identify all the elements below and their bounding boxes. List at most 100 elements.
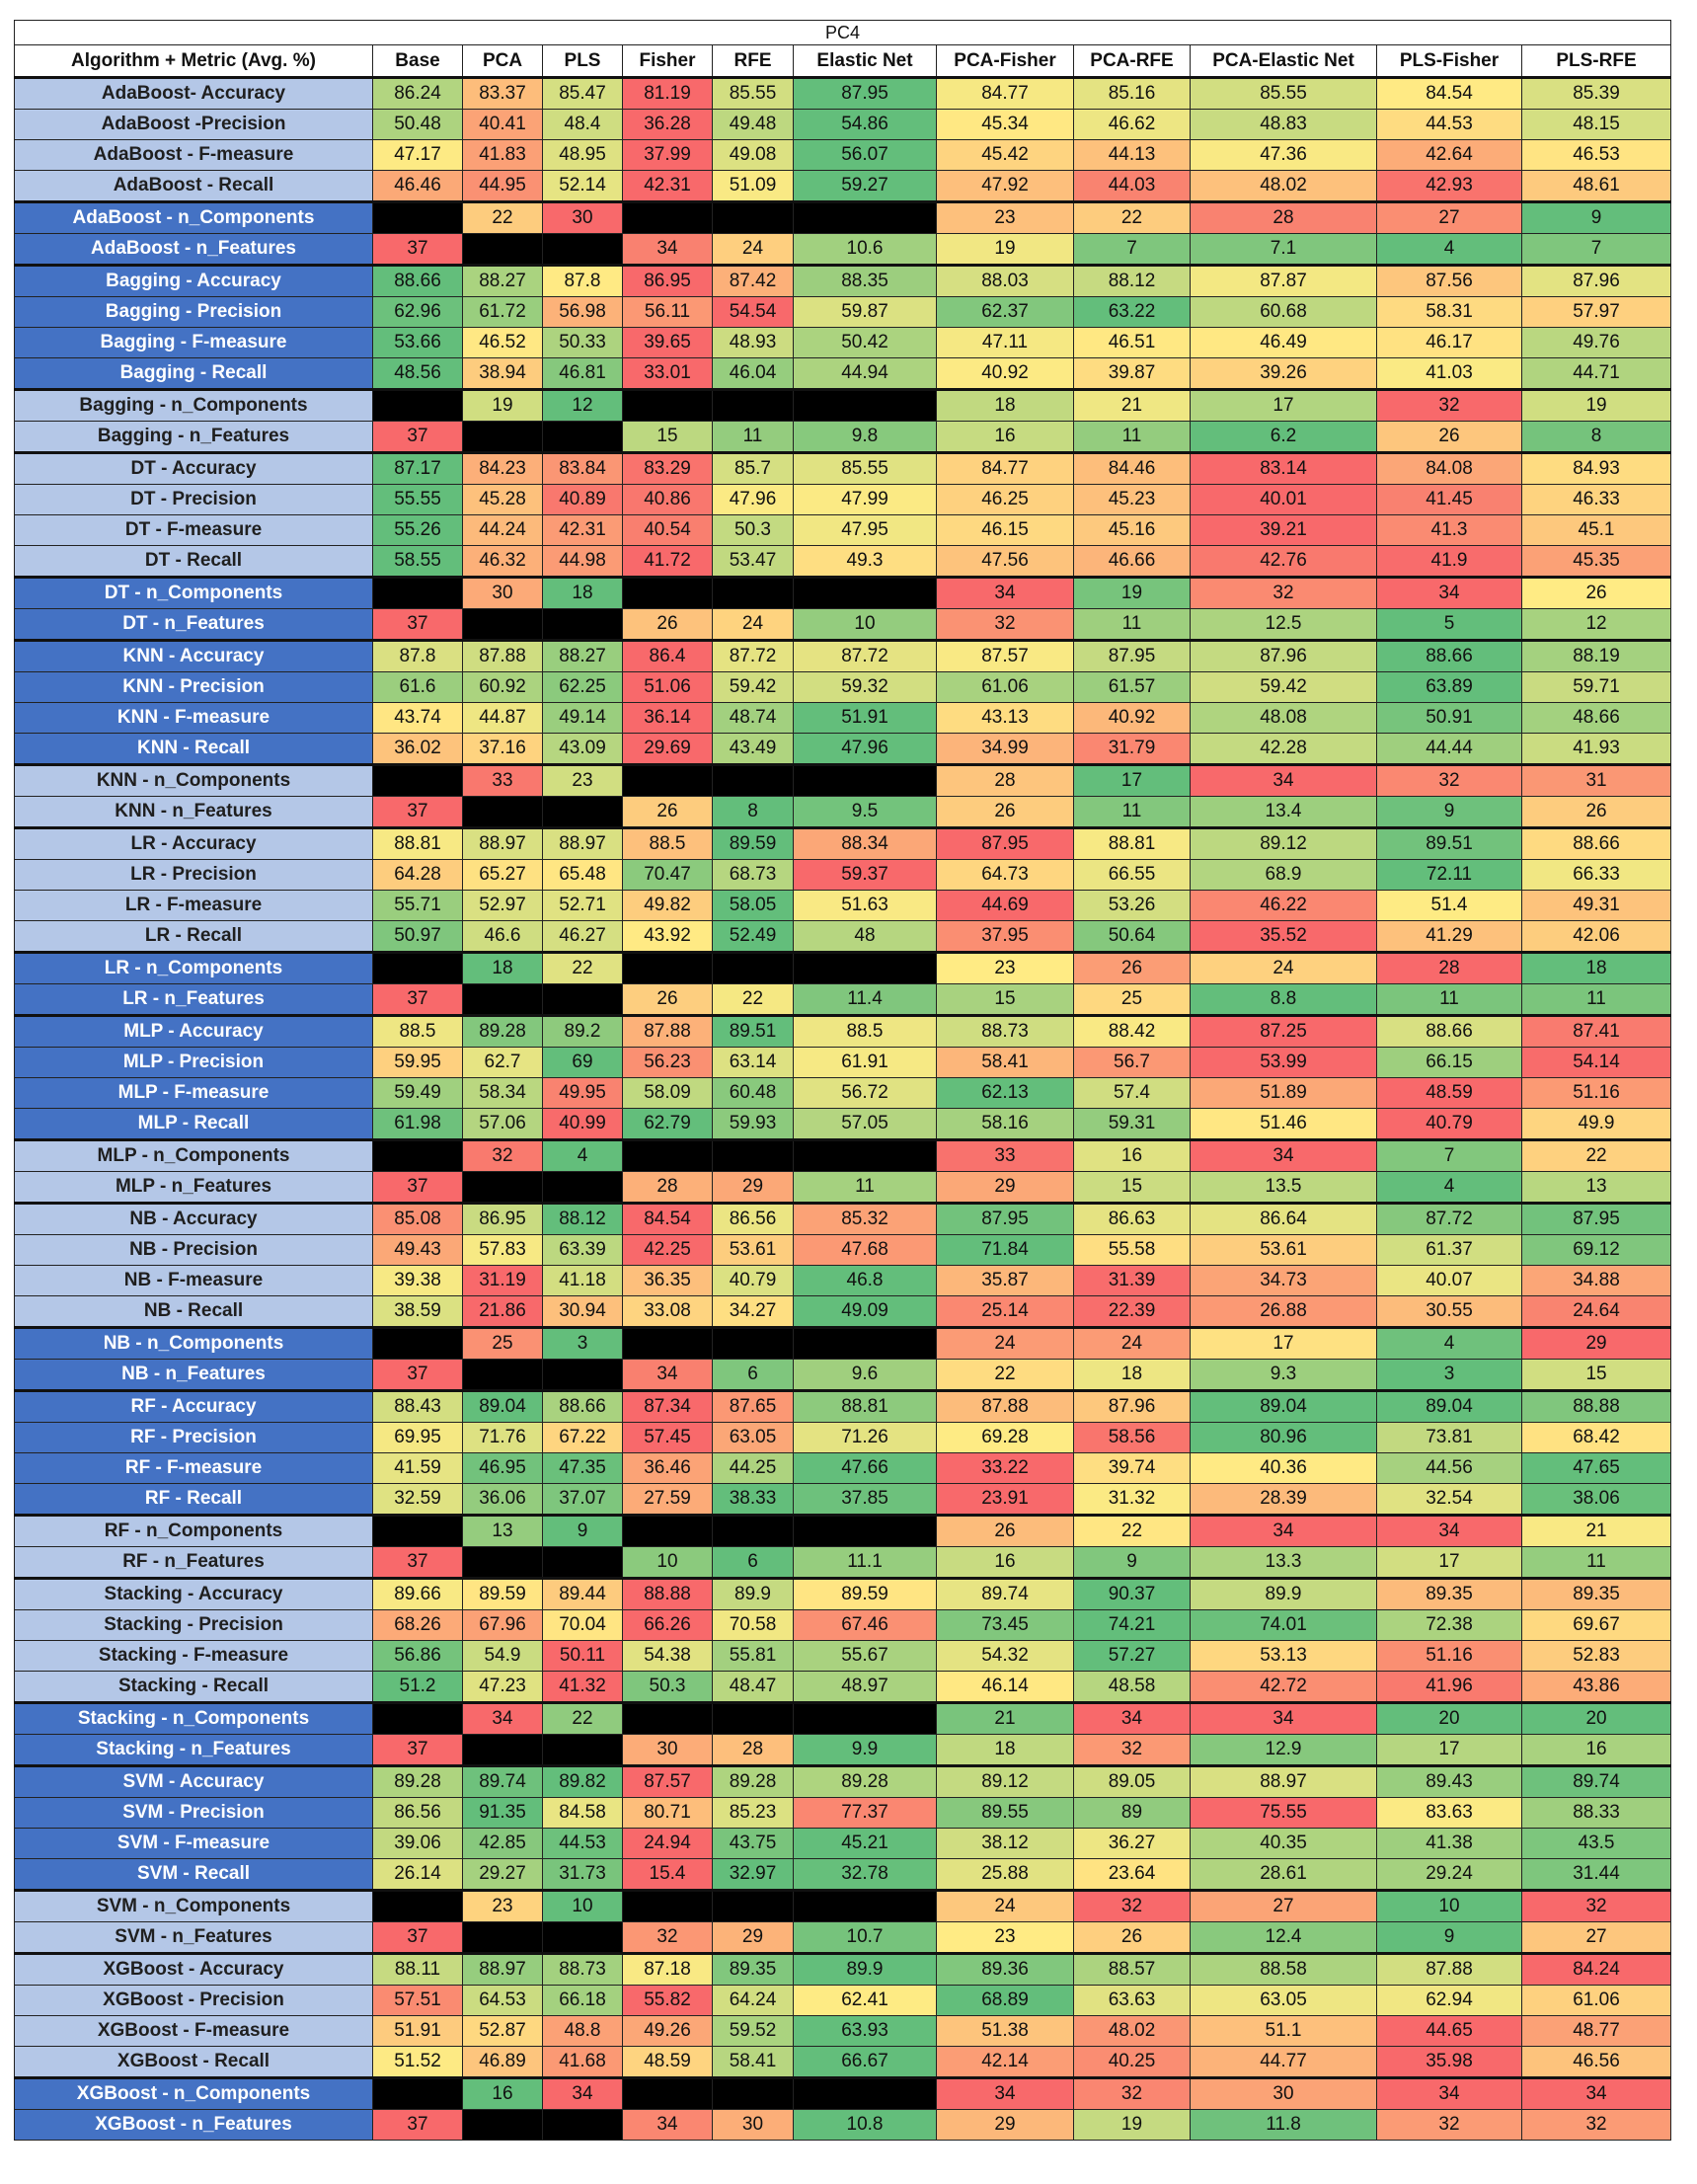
data-cell: 36.28 xyxy=(622,109,713,140)
data-cell: 62.25 xyxy=(542,671,623,703)
data-cell: 23 xyxy=(936,951,1074,984)
data-cell: 9 xyxy=(1376,1921,1522,1954)
data-cell: 23 xyxy=(542,763,623,797)
table-row: KNN - n_Features 37 26 8 9.5 26 11 13.4 9 26 xyxy=(14,796,1672,828)
data-cell: 46.89 xyxy=(462,2046,543,2078)
data-cell: 48.74 xyxy=(712,702,794,734)
data-cell: 65.27 xyxy=(462,859,543,891)
row-label: NB - n_Components xyxy=(14,1326,373,1360)
data-cell: 89.82 xyxy=(542,1764,623,1798)
data-cell: 40.86 xyxy=(622,484,713,515)
data-cell: 33.08 xyxy=(622,1295,713,1328)
data-cell: 55.67 xyxy=(793,1640,937,1672)
data-cell: 44.69 xyxy=(936,890,1074,921)
data-cell: 41.72 xyxy=(622,545,713,578)
data-cell: 39.26 xyxy=(1190,357,1377,390)
data-cell: 44.77 xyxy=(1190,2046,1377,2078)
data-cell: 68.73 xyxy=(712,859,794,891)
data-cell: 21 xyxy=(1520,1514,1672,1547)
row-label: KNN - n_Components xyxy=(14,763,373,797)
data-cell: 70.58 xyxy=(712,1609,794,1641)
data-cell: 49.9 xyxy=(1520,1108,1672,1140)
data-cell: 64.24 xyxy=(712,1985,794,2016)
data-cell: 45.23 xyxy=(1073,484,1191,515)
data-cell: 54.14 xyxy=(1520,1047,1672,1078)
data-cell: 37 xyxy=(372,796,463,828)
data-cell: 38.59 xyxy=(372,1295,463,1328)
data-cell: 38.94 xyxy=(462,357,543,390)
data-cell: 46.8 xyxy=(793,1265,937,1296)
table-row: RF - Precision 69.95 71.76 67.22 57.45 63.05 7… xyxy=(14,1422,1672,1453)
data-cell: 46.66 xyxy=(1073,545,1191,578)
data-cell: 88.27 xyxy=(462,264,543,297)
data-cell: 19 xyxy=(1520,388,1672,422)
row-label: MLP - Precision xyxy=(14,1047,373,1078)
empty-cell xyxy=(462,796,543,828)
data-cell: 48.61 xyxy=(1520,170,1672,202)
empty-cell xyxy=(462,1734,543,1766)
data-cell: 51.16 xyxy=(1376,1640,1522,1672)
data-cell: 46.14 xyxy=(936,1671,1074,1703)
data-cell: 50.33 xyxy=(542,327,623,358)
table-row: DT - Accuracy 87.17 84.23 83.84 83.29 85.7 85.… xyxy=(14,451,1672,485)
data-cell: 56.7 xyxy=(1073,1047,1191,1078)
data-cell: 59.37 xyxy=(793,859,937,891)
data-cell: 57.97 xyxy=(1520,296,1672,328)
table-row: XGBoost - F-measure 51.91 52.87 48.8 49.26 59… xyxy=(14,2015,1672,2047)
data-cell: 35.98 xyxy=(1376,2046,1522,2078)
table-row: SVM - Recall 26.14 29.27 31.73 15.4 32.97 32.7… xyxy=(14,1858,1672,1891)
data-cell: 48.59 xyxy=(1376,1077,1522,1109)
data-cell: 87.96 xyxy=(1520,264,1672,297)
data-cell: 53.66 xyxy=(372,327,463,358)
data-cell: 43.74 xyxy=(372,702,463,734)
data-cell: 10.7 xyxy=(793,1921,937,1954)
data-cell: 49.48 xyxy=(712,109,794,140)
data-cell: 34.73 xyxy=(1190,1265,1377,1296)
data-cell: 42.14 xyxy=(936,2046,1074,2078)
data-cell: 32 xyxy=(1376,763,1522,797)
data-cell: 49.76 xyxy=(1520,327,1672,358)
data-cell: 32 xyxy=(1376,2109,1522,2141)
data-cell: 88.03 xyxy=(936,264,1074,297)
data-cell: 47.92 xyxy=(936,170,1074,202)
data-cell: 7 xyxy=(1376,1138,1522,1172)
data-cell: 32 xyxy=(1073,1734,1191,1766)
data-cell: 19 xyxy=(462,388,543,422)
empty-cell xyxy=(793,1138,937,1172)
data-cell: 29 xyxy=(936,1171,1074,1204)
data-cell: 50.3 xyxy=(712,514,794,546)
empty-cell xyxy=(622,388,713,422)
data-cell: 51.16 xyxy=(1520,1077,1672,1109)
data-cell: 39.65 xyxy=(622,327,713,358)
table-row: KNN - Accuracy 87.8 87.88 88.27 86.4 87.72 87.… xyxy=(14,639,1672,672)
data-cell: 26 xyxy=(936,796,1074,828)
data-cell: 61.06 xyxy=(1520,1985,1672,2016)
data-cell: 36.35 xyxy=(622,1265,713,1296)
data-cell: 15 xyxy=(1520,1359,1672,1391)
table-row: MLP - Precision 59.95 62.7 69 56.23 63.14 61.9… xyxy=(14,1047,1672,1078)
data-cell: 56.23 xyxy=(622,1047,713,1078)
empty-cell xyxy=(372,1138,463,1172)
data-cell: 89.12 xyxy=(936,1764,1074,1798)
data-cell: 53.13 xyxy=(1190,1640,1377,1672)
data-cell: 43.09 xyxy=(542,733,623,765)
data-cell: 17 xyxy=(1073,763,1191,797)
data-cell: 72.11 xyxy=(1376,859,1522,891)
empty-cell xyxy=(793,1889,937,1922)
row-label: AdaBoost - n_Features xyxy=(14,233,373,266)
data-cell: 63.39 xyxy=(542,1234,623,1266)
data-cell: 26 xyxy=(622,796,713,828)
empty-cell xyxy=(462,233,543,266)
data-cell: 66.18 xyxy=(542,1985,623,2016)
table-row: LR - Recall 50.97 46.6 46.27 43.92 52.49 48 37.… xyxy=(14,920,1672,953)
table-row: Stacking - n_Features 37 30 28 9.9 18 32 12.9 17… xyxy=(14,1734,1672,1766)
data-cell: 80.96 xyxy=(1190,1422,1377,1453)
data-cell: 54.86 xyxy=(793,109,937,140)
data-cell: 47.56 xyxy=(936,545,1074,578)
data-cell: 57.4 xyxy=(1073,1077,1191,1109)
data-cell: 13.5 xyxy=(1190,1171,1377,1204)
data-cell: 12 xyxy=(542,388,623,422)
row-label: RF - n_Features xyxy=(14,1546,373,1579)
table-row: Bagging - Accuracy 88.66 88.27 87.8 86.95 87.… xyxy=(14,264,1672,297)
data-cell: 85.16 xyxy=(1073,76,1191,110)
